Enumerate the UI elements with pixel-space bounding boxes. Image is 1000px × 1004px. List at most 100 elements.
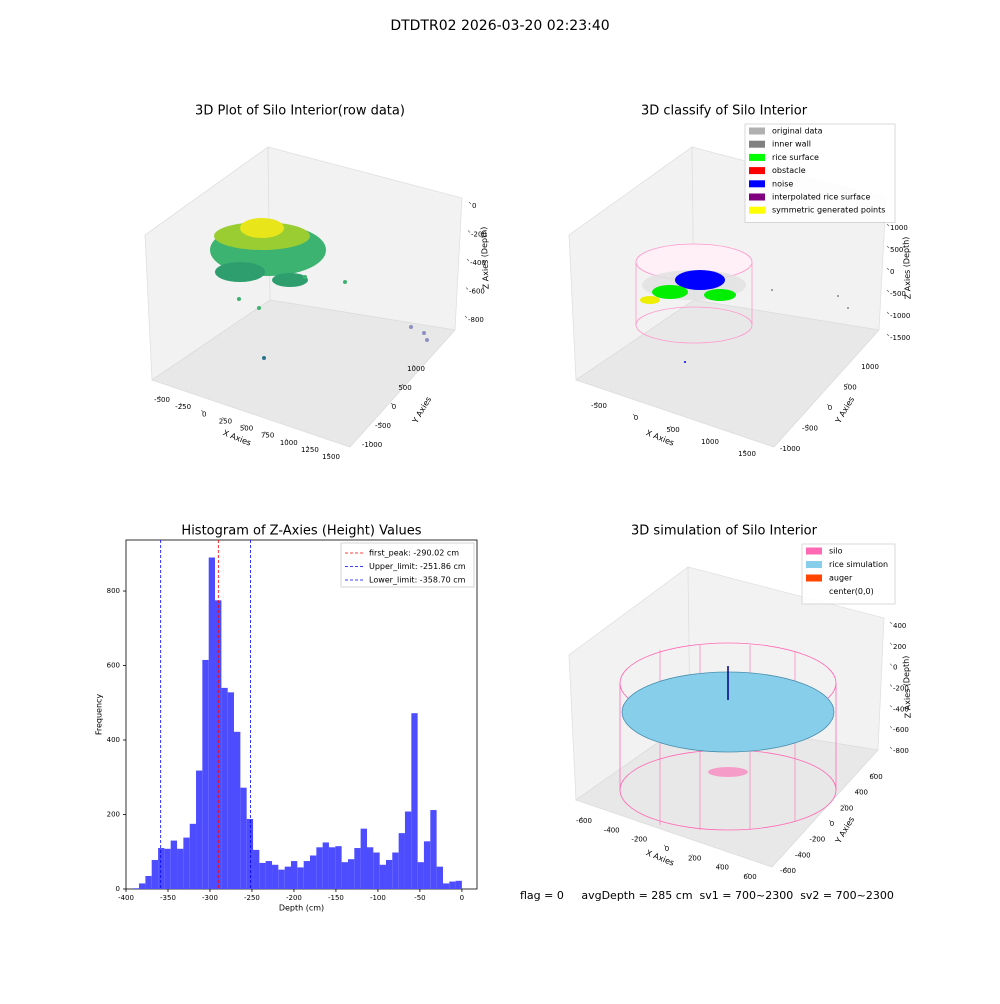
- bar: [246, 818, 254, 889]
- bar: [379, 864, 386, 889]
- status-text: flag = 0 avgDepth = 285 cm sv1 = 700~230…: [520, 889, 894, 902]
- bar: [348, 859, 355, 889]
- legend-label: Lower_limit: -358.70 cm: [369, 576, 466, 585]
- legend-box: [744, 123, 896, 223]
- legend-swatch: [806, 588, 822, 595]
- axes-box-part: [575, 299, 880, 448]
- bar: [328, 847, 336, 889]
- x-tick-label: -600: [576, 817, 592, 825]
- y-tick-label: -600: [780, 867, 796, 875]
- y-tick-label: -1000: [362, 441, 382, 449]
- tick-mark: [368, 440, 372, 444]
- point-cloud-part: [237, 297, 241, 301]
- legend-swatch: [749, 180, 765, 188]
- bar: [221, 687, 228, 889]
- legend-label: auger: [829, 574, 853, 583]
- legend-label: interpolated rice surface: [772, 193, 870, 202]
- tick-mark: [390, 402, 394, 406]
- z-tick-label: 500: [890, 246, 903, 254]
- z-tick-label: -200: [893, 685, 909, 693]
- bar: [253, 849, 260, 889]
- bar: [208, 557, 216, 889]
- tick-mark: [580, 816, 584, 820]
- chart-title: 3D simulation of Silo Interior: [631, 524, 818, 539]
- bar: [196, 770, 203, 889]
- legend-label: inner wall: [772, 140, 811, 149]
- bar: [303, 861, 310, 889]
- point-cloud-part: [262, 356, 266, 360]
- z-tick-label: 1000: [890, 224, 908, 232]
- y-tick-label: 400: [107, 736, 120, 744]
- tick-mark: [886, 311, 890, 315]
- legend-label: rice simulation: [829, 560, 888, 569]
- tick-mark: [843, 804, 846, 807]
- bar: [335, 846, 342, 889]
- x-tick-label: 0: [634, 414, 638, 422]
- point-cloud: [635, 243, 849, 363]
- point-cloud-part: [240, 218, 284, 238]
- tick-mark: [379, 421, 383, 425]
- point-cloud-part: [704, 289, 736, 301]
- legend-swatch: [749, 153, 765, 161]
- point-cloud-part: [847, 307, 849, 309]
- bar: [430, 810, 437, 889]
- tick-mark: [746, 872, 750, 876]
- point-cloud-part: [425, 338, 429, 342]
- point-cloud-part: [303, 275, 307, 279]
- x-tick-label: 1000: [701, 438, 719, 446]
- bar: [272, 864, 279, 889]
- bar: [240, 787, 247, 889]
- z-tick-label: 400: [893, 622, 906, 630]
- bar: [139, 883, 146, 889]
- x-tick-label: -250: [244, 894, 260, 902]
- z-tick-label: -600: [469, 288, 485, 296]
- z-axis-label: Z Axies (Depth): [479, 227, 490, 290]
- tick-mark: [201, 410, 204, 413]
- legend-label: silo: [829, 547, 843, 556]
- point-cloud-part: [675, 270, 725, 290]
- bar: [316, 847, 323, 889]
- z-tick-label: 200: [893, 643, 906, 651]
- y-tick-label: 600: [869, 773, 882, 781]
- tick-mark: [465, 287, 469, 290]
- tick-mark: [222, 417, 225, 420]
- bar: [360, 828, 367, 889]
- tick-mark: [828, 819, 832, 823]
- chart-title: Histogram of Z-Axies (Height) Values: [181, 524, 421, 539]
- tick-mark: [806, 424, 810, 427]
- x-tick-label: -400: [604, 826, 620, 834]
- bar: [233, 731, 241, 889]
- z-tick-label: -800: [893, 747, 909, 755]
- legend-label: original data: [772, 127, 823, 136]
- tick-mark: [401, 383, 405, 387]
- bar: [322, 842, 329, 889]
- x-axis-label: Depth (cm): [279, 904, 324, 913]
- bar: [227, 692, 234, 889]
- bar: [455, 880, 462, 889]
- legend-label: first_peak: -290.02 cm: [369, 549, 459, 558]
- axes-box-part: [575, 719, 879, 868]
- x-tick-label: 1500: [738, 450, 756, 458]
- bar: [265, 861, 273, 889]
- y-tick-label: 400: [855, 789, 868, 797]
- tick-mark: [306, 445, 310, 449]
- x-tick-label: 400: [716, 864, 729, 872]
- bar: [411, 713, 418, 889]
- tick-mark: [243, 424, 246, 427]
- legend-box: [340, 542, 475, 588]
- bar: [215, 600, 222, 889]
- y-axis-label: Y Axies: [410, 395, 433, 425]
- z-tick-label: -800: [468, 316, 484, 324]
- z-tick-label: -500: [890, 290, 906, 298]
- x-tick-label: 600: [743, 873, 756, 881]
- axes-frame: [125, 539, 478, 890]
- bar: [183, 837, 190, 889]
- bar: [385, 859, 393, 889]
- bar: [164, 848, 171, 889]
- tick-mark: [889, 621, 893, 625]
- bar: [417, 862, 424, 889]
- z-tick-label: -400: [470, 259, 486, 267]
- tick-mark: [889, 725, 893, 729]
- y-tick-label: 600: [107, 662, 120, 670]
- bar: [158, 848, 165, 889]
